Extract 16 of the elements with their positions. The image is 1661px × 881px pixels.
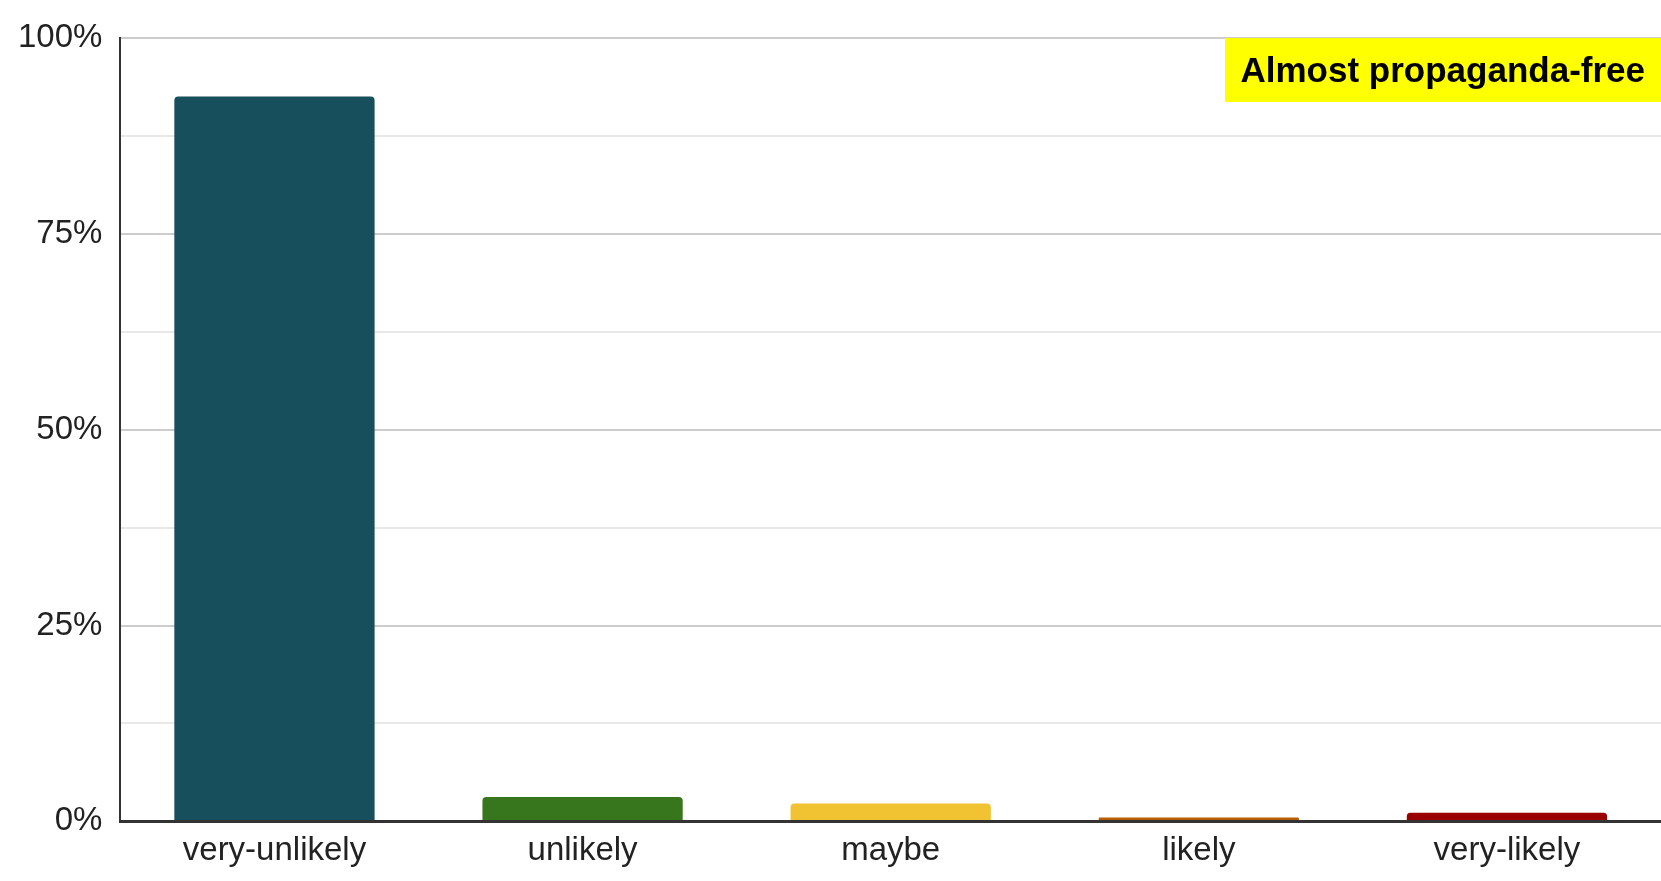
y-tick-label: 25% bbox=[36, 604, 103, 642]
bar bbox=[1098, 817, 1299, 820]
bar bbox=[174, 96, 375, 820]
x-tick-label: maybe bbox=[841, 830, 941, 868]
y-tick-label: 0% bbox=[54, 800, 103, 838]
y-tick-label: 100% bbox=[18, 16, 103, 54]
x-tick-label: likely bbox=[1162, 830, 1236, 868]
x-tick-label: very-unlikely bbox=[182, 830, 367, 868]
annotation: Almost propaganda-free bbox=[1224, 38, 1661, 102]
y-tick-label: 75% bbox=[36, 212, 103, 250]
x-tick-label: very-likely bbox=[1433, 830, 1581, 868]
bar bbox=[482, 797, 683, 820]
bar bbox=[1406, 812, 1608, 820]
y-tick-label: 50% bbox=[36, 408, 103, 446]
x-tick-label: unlikely bbox=[527, 830, 639, 868]
bar bbox=[790, 803, 991, 820]
